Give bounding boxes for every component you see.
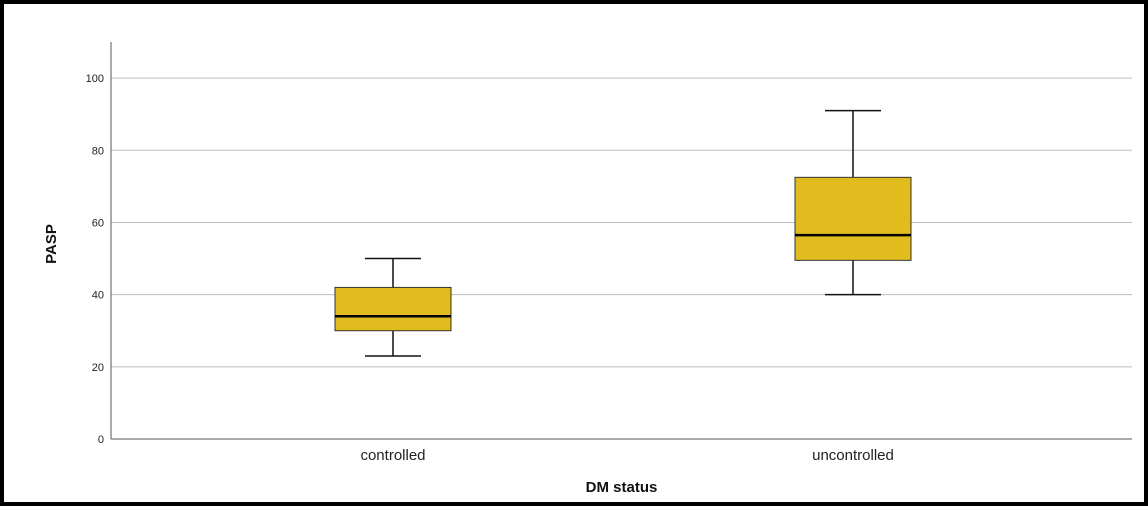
y-axis-title: PASP bbox=[43, 224, 60, 264]
box-plot-chart: 0 20 40 60 80 100 controlled uncontrolled DM s… bbox=[43, 42, 1132, 496]
box-uncontrolled bbox=[794, 109, 912, 296]
y-tick-label-100: 100 bbox=[86, 73, 104, 85]
iqr-box-uncontrolled bbox=[794, 176, 912, 261]
y-tick-label-40: 40 bbox=[92, 290, 104, 302]
y-tick-labels: 0 20 40 60 80 100 bbox=[86, 73, 104, 446]
x-axis-title: DM status bbox=[586, 479, 658, 496]
axes bbox=[110, 42, 1132, 440]
y-tick-label-80: 80 bbox=[92, 145, 104, 157]
y-tick-label-60: 60 bbox=[92, 217, 104, 229]
x-category-label-uncontrolled: uncontrolled bbox=[812, 447, 894, 464]
box-controlled bbox=[334, 257, 452, 357]
x-category-label-controlled: controlled bbox=[360, 447, 425, 464]
y-tick-label-0: 0 bbox=[98, 434, 104, 446]
x-category-labels: controlled uncontrolled bbox=[360, 447, 893, 464]
gridlines bbox=[111, 77, 1132, 368]
iqr-box-controlled bbox=[334, 286, 452, 332]
boxes bbox=[334, 109, 912, 357]
y-tick-label-20: 20 bbox=[92, 362, 104, 374]
